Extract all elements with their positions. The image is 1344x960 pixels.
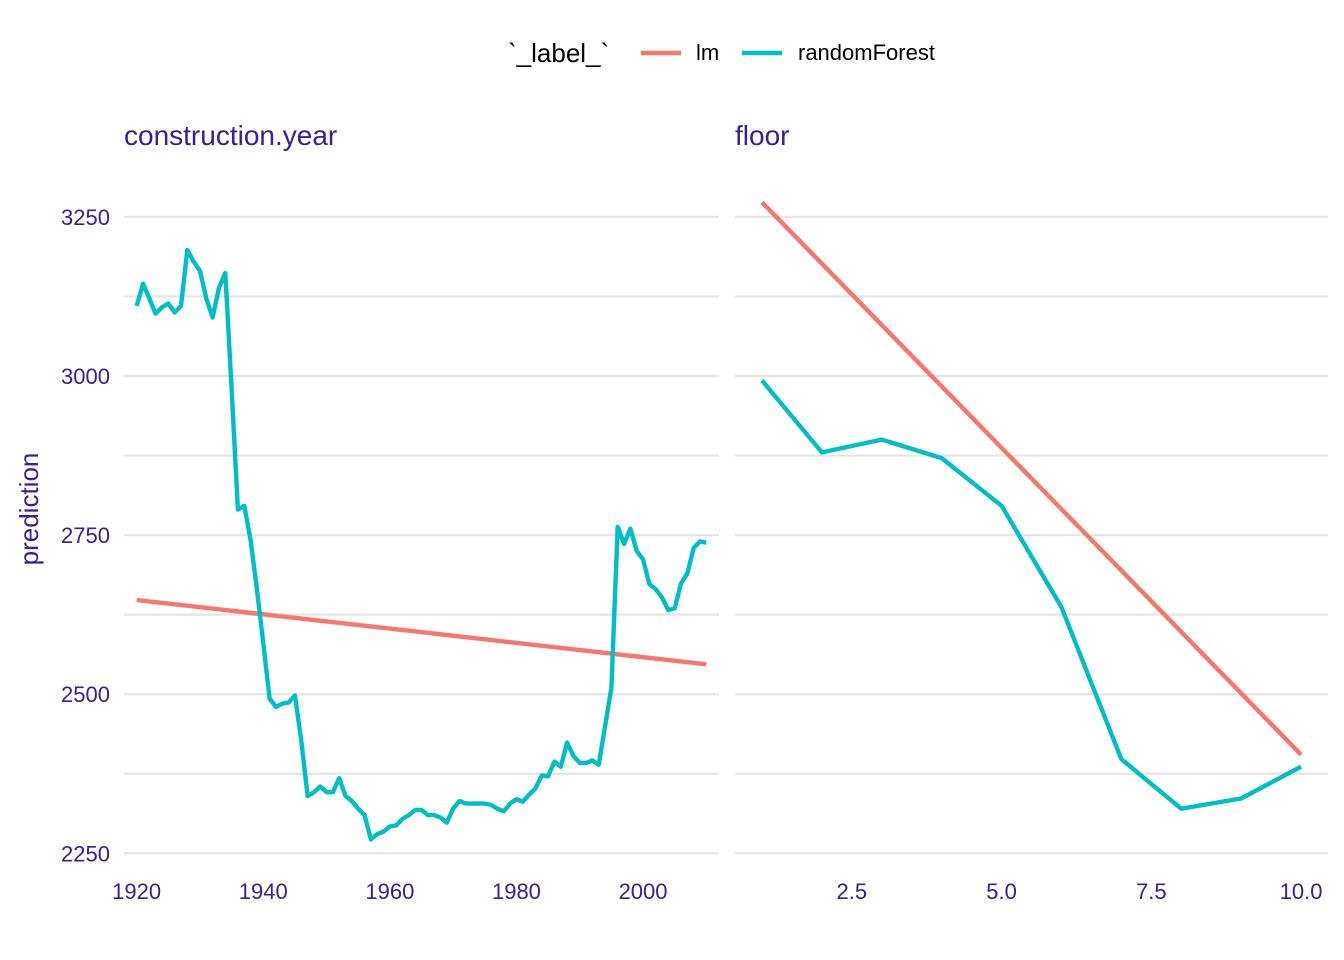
legend: `_label_` lm randomForest [508,38,935,68]
y-tick-label: 2250 [61,841,110,866]
legend-title: `_label_` [508,38,609,68]
x-tick-label: 1940 [239,879,288,904]
y-tick-label: 3250 [61,205,110,230]
panel-floor-x-ticks: 2.5 5.0 7.5 10.0 [837,879,1323,904]
y-tick-label: 2750 [61,523,110,548]
x-tick-label: 2.5 [837,879,868,904]
legend-label-lm: lm [696,40,719,65]
series-line-lm [760,200,1303,757]
x-tick-label: 1920 [112,879,161,904]
panel-construction-year-x-ticks: 1920 1940 1960 1980 2000 [112,879,667,904]
panel-floor-grid [735,215,1328,855]
panel-construction-year-series [134,247,707,842]
x-tick-label: 2000 [619,879,668,904]
y-tick-label: 3000 [61,364,110,389]
y-tick-label: 2500 [61,682,110,707]
x-tick-label: 1980 [492,879,541,904]
y-axis-title: prediction [14,453,44,566]
panel-title-construction-year: construction.year [124,120,337,151]
x-tick-label: 7.5 [1136,879,1167,904]
x-tick-label: 10.0 [1280,879,1323,904]
panel-construction-year-y-ticks: 2250 2500 2750 3000 3250 [61,205,110,866]
panel-title-floor: floor [735,120,789,151]
panel-floor: floor 2.5 5.0 7.5 10.0 [735,120,1328,904]
panel-floor-series [760,200,1303,811]
panel-construction-year: construction.year 2250 2500 2750 3000 3250 1… [61,120,719,904]
legend-label-randomforest: randomForest [798,40,935,65]
x-tick-label: 1960 [365,879,414,904]
series-line-randomforest [760,379,1303,811]
panel-construction-year-grid [124,215,719,855]
series-line-randomforest [134,247,707,842]
x-tick-label: 5.0 [986,879,1017,904]
